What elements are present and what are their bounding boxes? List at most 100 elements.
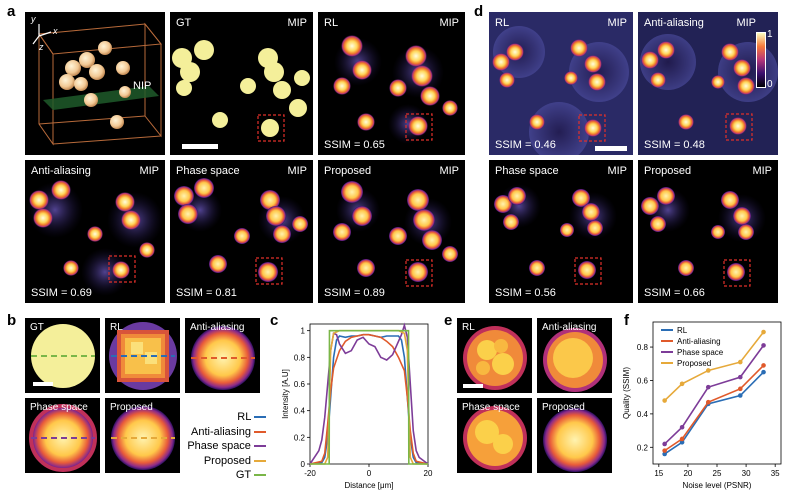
tile-tag: MIP [439, 165, 459, 177]
legend-entry: Anti-aliasing [186, 425, 266, 440]
ssim-value: SSIM = 0.81 [176, 287, 237, 299]
y-tick-label: 0.8 [637, 343, 649, 352]
data-point [761, 329, 766, 335]
tile-title: RL [324, 17, 339, 29]
tile-tag: MIP [439, 17, 459, 29]
data-point [761, 363, 766, 368]
y-tick-label: 0 [301, 460, 306, 469]
y-axis-label: Quality (SSIM) [623, 367, 631, 419]
tile-a-rl: RL MIP SSIM = 0.65 [318, 12, 465, 155]
y-tick-label: 0.2 [637, 443, 649, 452]
data-point [737, 374, 743, 380]
tile-tag: MIP [607, 17, 627, 29]
data-point [662, 398, 667, 403]
x-tick-label: 25 [713, 469, 722, 478]
ssim-value: SSIM = 0.46 [495, 139, 556, 151]
tile-title: Proposed [644, 165, 692, 177]
y-tick-label: 0.6 [294, 380, 306, 389]
data-point [662, 451, 667, 457]
data-point [662, 441, 667, 447]
panel-label-e: e [444, 312, 453, 329]
tile-title: RL [462, 322, 475, 333]
series-line-proposed [310, 329, 428, 465]
data-point [737, 386, 743, 392]
data-point [705, 384, 711, 390]
ssim-value: SSIM = 0.56 [495, 287, 556, 299]
y-tick-label: 0.8 [294, 353, 306, 362]
data-point [761, 369, 766, 375]
series-line-rl [664, 371, 765, 455]
tile-b-gt: GT [25, 318, 100, 393]
ssim-value: SSIM = 0.69 [31, 287, 92, 299]
data-point [737, 393, 743, 398]
tile-tag: MIP [139, 165, 159, 177]
y-axis-label: Intensity [A.U] [281, 369, 290, 419]
tile-tag: MIP [736, 17, 756, 29]
tile-title: GT [176, 17, 192, 29]
data-point [737, 359, 743, 365]
x-tick-label: 0 [367, 469, 372, 478]
tile-a-phasespace: Phase space MIP SSIM = 0.81 [170, 160, 313, 303]
tile-b-antialiasing: Anti-aliasing [185, 318, 260, 393]
y-tick-label: 0.4 [637, 410, 649, 419]
axis-x-label: x [53, 26, 58, 36]
tile-e-antialiasing: Anti-aliasing [537, 318, 612, 393]
legend-entry: Proposed [186, 454, 266, 469]
tile-title: Phase space [30, 402, 88, 413]
tile-b-proposed: Proposed [105, 398, 180, 473]
tile-title: RL [495, 17, 510, 29]
tile-e-phasespace: Phase space [457, 398, 532, 473]
legend-label: RL [677, 326, 688, 335]
panel-label-c: c [270, 312, 279, 329]
legend-label: Proposed [677, 359, 711, 368]
data-point [705, 399, 711, 405]
data-point [679, 439, 685, 445]
y-tick-label: 0.4 [294, 407, 306, 416]
legend-entry: Phase space [186, 439, 266, 454]
tile-b-rl: RL [105, 318, 180, 393]
data-point [705, 368, 711, 373]
data-point [679, 424, 685, 430]
tile-tag: MIP [752, 165, 772, 177]
tile-title: Anti-aliasing [190, 322, 245, 333]
panel-label-f: f [624, 312, 629, 329]
legend-entry: RL [186, 410, 266, 425]
volume-rendering: y x z NIP [25, 12, 165, 155]
quality-vs-noise-chart: 15 20 25 30 35 0.2 0.4 0.6 0.8 Noise level (PSNR)… [623, 321, 782, 490]
data-point [761, 343, 766, 348]
axis-y-label: y [31, 14, 36, 24]
panel-label-b: b [7, 312, 17, 329]
data-point [662, 448, 667, 453]
tile-tag: MIP [287, 17, 307, 29]
series-line-gt [310, 329, 428, 465]
data-point [679, 381, 685, 387]
legend-label: Phase space [677, 348, 724, 357]
x-tick-label: 20 [683, 469, 692, 478]
ssim-value: SSIM = 0.89 [324, 287, 385, 299]
tile-title: Phase space [495, 165, 559, 177]
tile-d-phasespace: Phase space MIP SSIM = 0.56 [489, 160, 633, 303]
x-axis-label: Noise level (PSNR) [683, 481, 752, 490]
legend-b: RL Anti-aliasing Phase space Proposed GT [186, 410, 266, 483]
ssim-value: SSIM = 0.65 [324, 139, 385, 151]
tile-a-antialiasing: Anti-aliasing MIP SSIM = 0.69 [25, 160, 165, 303]
legend-label: Anti-aliasing [677, 337, 721, 346]
panel-label-d: d [474, 3, 484, 20]
y-tick-label: 1 [301, 327, 306, 336]
tile-title: Proposed [110, 402, 153, 413]
x-tick-label: 30 [742, 469, 751, 478]
tile-title: Proposed [324, 165, 372, 177]
tile-d-rl: RL MIP SSIM = 0.46 [489, 12, 633, 155]
colorbar-max-label: 1 [767, 29, 773, 40]
data-point [679, 436, 685, 442]
x-tick-label: 35 [771, 469, 780, 478]
tile-title: Phase space [462, 402, 520, 413]
tile-a-proposed: Proposed MIP SSIM = 0.89 [318, 160, 465, 303]
tile-title: RL [110, 322, 123, 333]
tile-title: Proposed [542, 402, 585, 413]
colorbar [756, 32, 766, 88]
colorbar-min-label: 0 [767, 79, 773, 90]
tile-b-phasespace: Phase space [25, 398, 100, 473]
tile-title: Anti-aliasing [542, 322, 597, 333]
